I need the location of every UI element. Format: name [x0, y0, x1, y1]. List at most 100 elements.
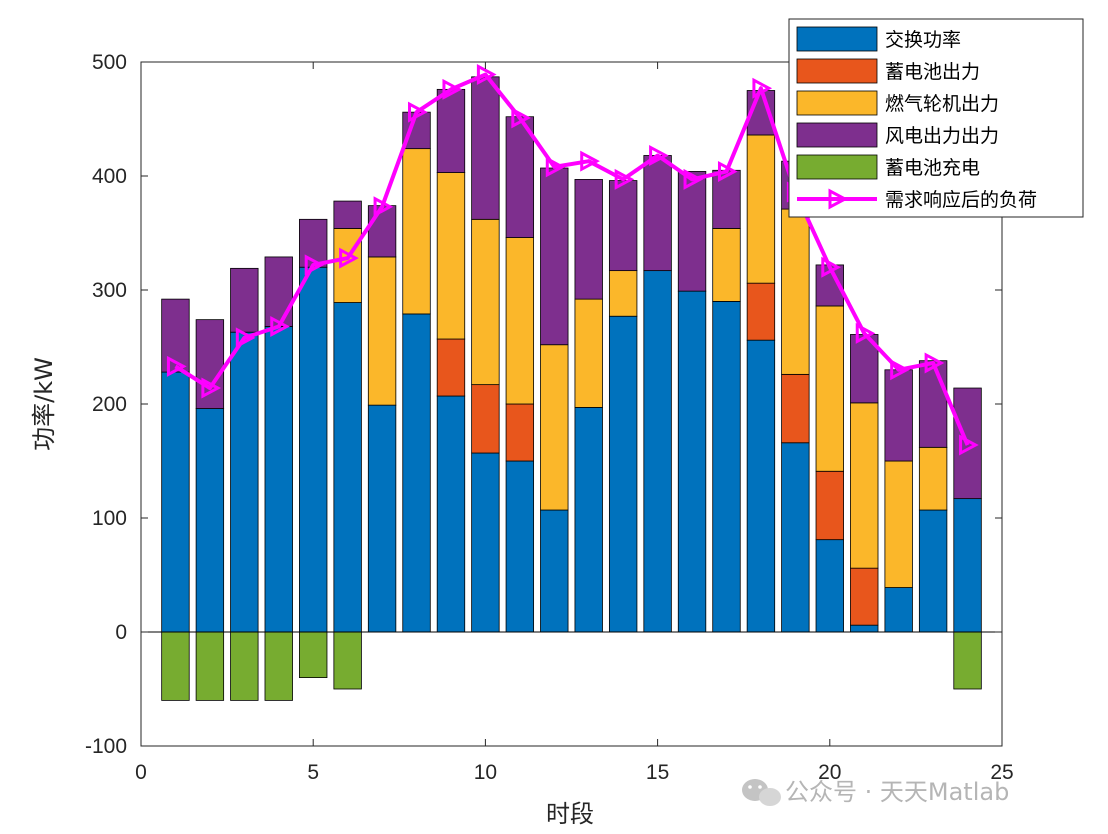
bar-charge-t6	[333, 631, 362, 690]
bar-series4-t22	[884, 369, 913, 462]
legend-swatch-5	[796, 154, 878, 180]
bar-series4-t15	[643, 155, 672, 272]
y-tick-label: -100	[85, 735, 127, 758]
bar-series3-t20	[815, 305, 844, 472]
legend-entry-6: 需求响应后的负荷	[885, 189, 1037, 211]
plot-area	[141, 64, 1002, 701]
demand-marker-t20	[821, 256, 841, 278]
bar-charge-t2	[195, 631, 225, 701]
x-tick-label: 5	[307, 761, 319, 784]
bar-series1-t1	[161, 371, 190, 633]
bar-series3-t10	[471, 218, 500, 386]
demand-line	[174, 72, 970, 446]
demand-marker-t15	[649, 144, 669, 166]
bar-series1-t11	[505, 460, 535, 633]
y-tick-label: 300	[92, 279, 127, 302]
bar-series4-t7	[367, 205, 397, 258]
bar-series3-t23	[918, 446, 948, 511]
legend-swatch-1	[796, 26, 878, 52]
bar-series4-t16	[677, 171, 707, 292]
bar-series1-t16	[677, 290, 707, 633]
x-tick-label: 10	[474, 761, 497, 784]
legend-swatch-3	[796, 90, 878, 116]
demand-marker-t6	[339, 247, 359, 269]
bar-series1-t3	[230, 331, 259, 633]
bar-series2-t21	[850, 567, 879, 626]
bar-series1-t2	[195, 408, 225, 633]
demand-marker-t9	[442, 78, 463, 100]
bar-series2-t9	[436, 338, 466, 397]
demand-marker-t8	[408, 101, 428, 123]
legend-box	[788, 18, 1084, 218]
demand-marker-t10	[476, 64, 497, 86]
demand-marker-t2	[201, 377, 222, 399]
bar-series3-t13	[574, 298, 603, 408]
x-tick-label: 0	[135, 761, 147, 784]
legend-swatch-2	[796, 58, 878, 84]
bar-series1-t21	[850, 624, 879, 633]
bar-series3-t19	[781, 208, 810, 375]
demand-marker-t21	[855, 322, 876, 344]
y-tick-label: 200	[92, 393, 127, 416]
legend-swatch-4	[796, 122, 878, 148]
legend-entry-5: 蓄电池充电	[885, 157, 980, 179]
bar-series2-t18	[746, 282, 776, 341]
axes: 0 5 10 15 20 25 -100 0 100 200 300 400 500	[85, 51, 1014, 784]
demand-marker-t17	[717, 160, 738, 182]
bar-series1-t15	[643, 270, 672, 633]
bar-series3-t11	[505, 237, 535, 405]
legend-entry-2: 蓄电池出力	[885, 61, 980, 83]
bar-series2-t11	[505, 403, 535, 462]
bar-series1-t9	[436, 395, 466, 633]
demand-marker-t4	[270, 315, 290, 337]
bar-series4-t9	[436, 88, 466, 173]
bar-charge-t24	[953, 631, 982, 690]
demand-marker-t11	[511, 107, 532, 129]
bar-series4-t3	[230, 267, 259, 333]
y-tick-label: 500	[92, 51, 127, 74]
demand-marker-t24	[959, 434, 979, 456]
bar-series3-t17	[712, 228, 741, 302]
y-tick-label: 400	[92, 165, 127, 188]
bar-series1-t7	[367, 404, 397, 633]
bar-series1-t14	[608, 315, 638, 633]
bar-series1-t6	[333, 302, 362, 633]
bar-series1-t13	[574, 407, 603, 633]
bar-series2-t10	[471, 384, 500, 454]
bar-series1-t22	[884, 587, 913, 633]
bar-series4-t17	[712, 169, 741, 229]
bar-series3-t7	[367, 256, 397, 406]
y-tick-label: 0	[115, 621, 127, 644]
bar-series4-t6	[333, 200, 362, 229]
bar-series4-t1	[161, 298, 190, 373]
legend-marker	[828, 188, 849, 210]
bar-series3-t22	[884, 460, 913, 588]
bar-series1-t24	[953, 498, 982, 633]
bar-series1-t4	[264, 326, 293, 633]
wechat-icon	[742, 779, 781, 806]
demand-marker-t18	[752, 77, 773, 99]
bar-series3-t18	[746, 134, 776, 284]
legend-entry-3: 燃气轮机出力	[885, 93, 999, 115]
bar-series3-t6	[333, 228, 362, 303]
demand-marker-t5	[304, 254, 325, 276]
bar-series1-t18	[746, 339, 776, 633]
bar-series1-t12	[540, 509, 569, 633]
demand-marker-t23	[924, 352, 945, 374]
x-tick-label: 15	[646, 761, 669, 784]
bar-series1-t5	[299, 266, 328, 633]
bar-series1-t8	[402, 313, 431, 633]
legend-entry-1: 交换功率	[885, 29, 961, 51]
bar-series1-t19	[781, 442, 810, 633]
bar-series2-t19	[781, 373, 810, 444]
bar-series3-t9	[436, 172, 466, 340]
bar-series3-t8	[402, 148, 431, 315]
bar-series4-t12	[540, 167, 569, 346]
watermark: 公众号 · 天天Matlab	[742, 778, 1009, 806]
bar-series1-t20	[815, 539, 844, 633]
demand-marker-t16	[683, 168, 704, 190]
watermark-text: 公众号 · 天天Matlab	[785, 778, 1009, 806]
demand-marker-t12	[545, 156, 566, 178]
